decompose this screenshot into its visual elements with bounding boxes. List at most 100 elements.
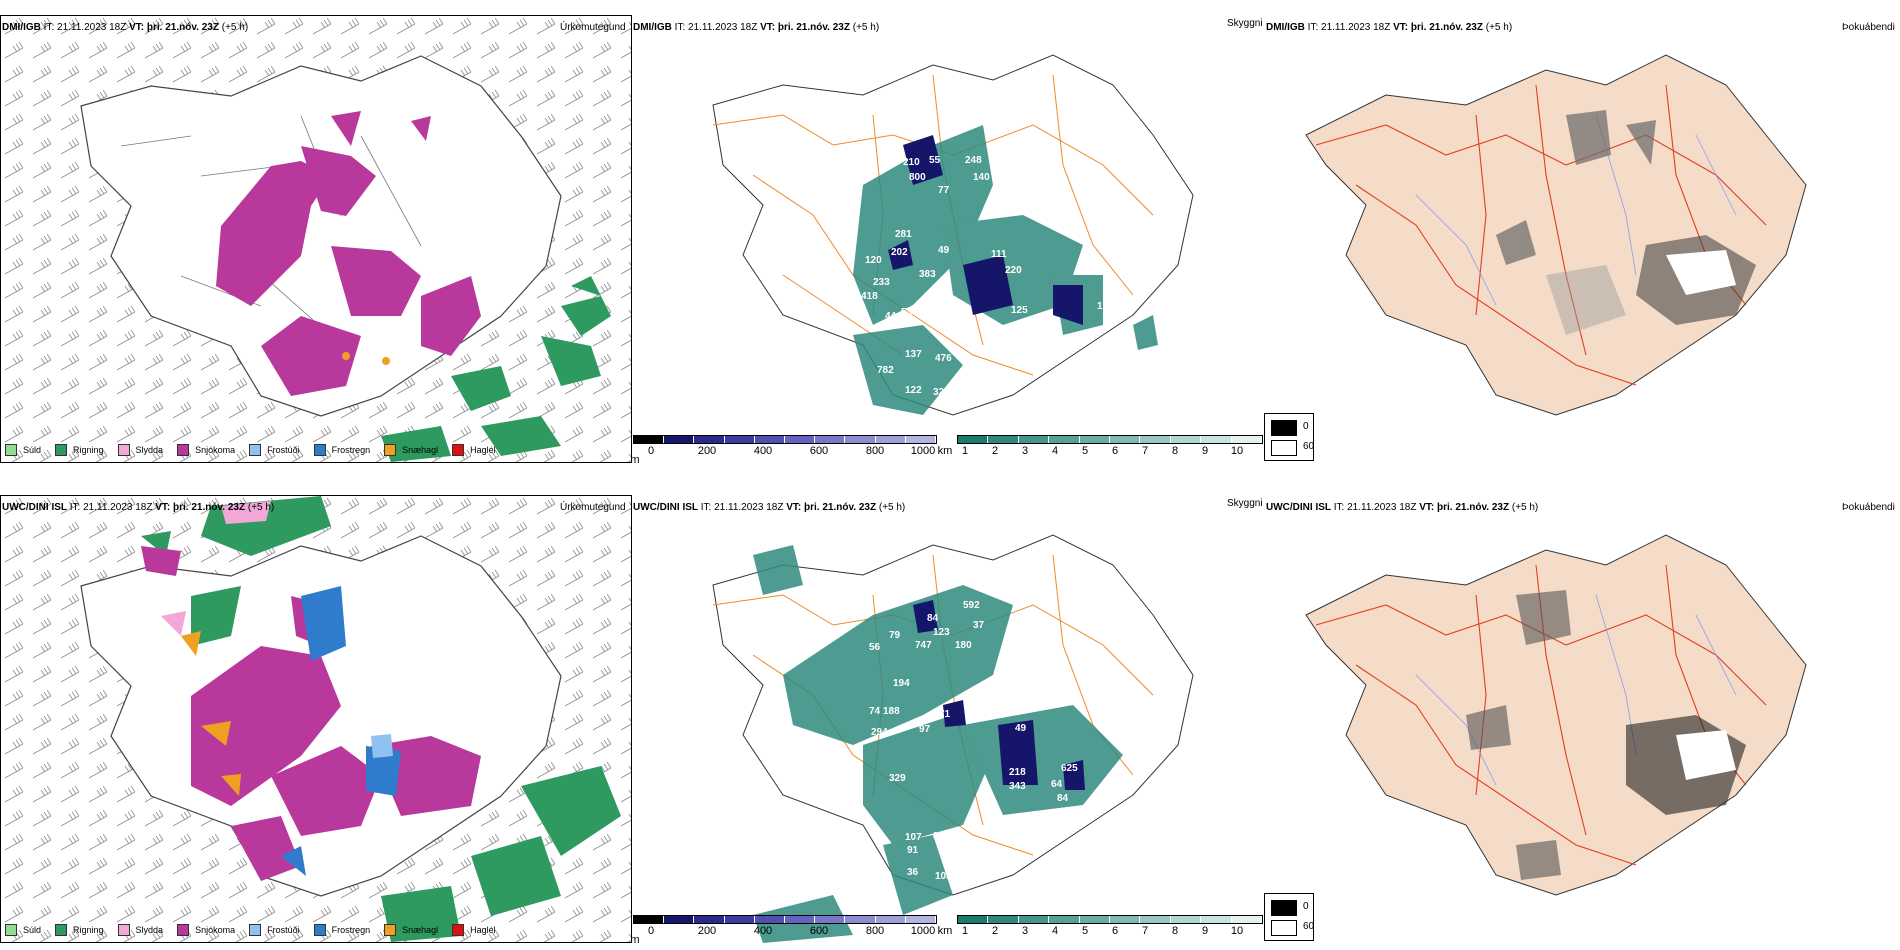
ceiling-label: 122 bbox=[905, 385, 922, 396]
legend-item-haglel: Haglél bbox=[452, 924, 496, 936]
ceiling-label: 44 bbox=[885, 311, 897, 322]
ceiling-label: 170 bbox=[1097, 301, 1114, 312]
title-fog-bottom: Þokuábendi bbox=[1842, 502, 1895, 513]
fog-map-bottom bbox=[1305, 534, 1807, 896]
ceiling-label: 220 bbox=[1005, 265, 1022, 276]
legend-item-frostudi: Frostúði bbox=[249, 924, 300, 936]
title-fog-top: Þokuábendi bbox=[1842, 22, 1895, 33]
ceiling-label: 64 bbox=[1051, 779, 1063, 790]
ceiling-label: 77 bbox=[938, 185, 950, 196]
title-precip-bottom: Úrkomutegund bbox=[560, 502, 626, 513]
ceiling-label: 79 bbox=[889, 630, 901, 641]
ceiling-label: 281 bbox=[895, 229, 912, 240]
ceiling-label: 476 bbox=[935, 353, 952, 364]
precip-panel-bottom: Súld Rigning Slydda Snjókoma Frostúði Fr… bbox=[0, 495, 632, 943]
ceiling-label: 210 bbox=[903, 157, 920, 168]
ceiling-label: 91 bbox=[907, 845, 919, 856]
legend-item-frostregn: Frostregn bbox=[313, 444, 370, 456]
fog-legend-top: 0 60 bbox=[1264, 413, 1314, 461]
ceiling-label: 103 bbox=[935, 871, 952, 882]
ceiling-label: 218 bbox=[1009, 767, 1026, 778]
ceiling-label: 55 bbox=[929, 155, 941, 166]
ceiling-label: 125 bbox=[1011, 305, 1028, 316]
ceiling-label: 747 bbox=[915, 640, 932, 651]
ceiling-label: 592 bbox=[963, 600, 980, 611]
legend-item-frostregn: Frostregn bbox=[313, 924, 370, 936]
fog-map-top bbox=[1305, 54, 1807, 416]
legend-item-snaehagl: Snæhagl bbox=[384, 924, 438, 936]
ceiling-label: 49 bbox=[938, 245, 950, 256]
ceiling-label: 248 bbox=[965, 155, 982, 166]
visibility-map-bottom: 592 84 123 747 180 56 79 37 194 71 105 7… bbox=[712, 534, 1194, 943]
ceiling-colorbar-cells bbox=[633, 435, 937, 444]
ceiling-label: 49 bbox=[1015, 723, 1027, 734]
precip-map-top bbox=[1, 16, 631, 462]
header-precip-bottom: UWC/DINI ISL IT: 21.11.2023 18Z VT: þri.… bbox=[2, 502, 275, 513]
legend-item-frostudi: Frostúði bbox=[249, 444, 300, 456]
ceiling-label: 84 bbox=[1057, 793, 1069, 804]
title-visibility-top: Skyggni bbox=[1227, 18, 1263, 29]
ceiling-label: 782 bbox=[877, 365, 894, 376]
ceiling-label: 111 bbox=[991, 249, 1007, 260]
ceiling-label: 105 bbox=[991, 709, 1008, 720]
visibility-colorbar-bottom: km 1 2 3 4 5 6 7 8 9 10 bbox=[937, 915, 1263, 937]
legend-item-slydda: Slydda bbox=[117, 924, 163, 936]
header-fog-bottom: UWC/DINI ISL IT: 21.11.2023 18Z VT: þri.… bbox=[1266, 502, 1539, 513]
ceiling-label: 294 bbox=[871, 727, 888, 738]
visibility-colorbar-cells bbox=[957, 435, 1263, 444]
ceiling-label: 140 bbox=[973, 172, 990, 183]
ceiling-label: 194 bbox=[893, 678, 910, 689]
ceiling-label: 120 bbox=[865, 255, 882, 266]
title-precip-top: Úrkomutegund bbox=[560, 22, 626, 33]
ceiling-label: 137 bbox=[905, 349, 922, 360]
visibility-colorbar-cells bbox=[957, 915, 1263, 924]
ceiling-label: 591 bbox=[937, 305, 954, 316]
ceiling-label: 800 bbox=[909, 172, 926, 183]
ceiling-colorbar-ticks: m 0 200 400 600 800 1000 bbox=[630, 445, 936, 466]
fog-panel-bottom bbox=[1266, 495, 1900, 943]
ceiling-label: 36 bbox=[907, 867, 919, 878]
visibility-panel-bottom: 592 84 123 747 180 56 79 37 194 71 105 7… bbox=[633, 495, 1263, 943]
fog-legend-bottom: 0 60 bbox=[1264, 893, 1314, 941]
precip-map-bottom bbox=[1, 496, 631, 942]
visibility-colorbar-ticks: km 1 2 3 4 5 6 7 8 9 10 bbox=[937, 925, 1244, 937]
ceiling-colorbar-top: m 0 200 400 600 800 1000 bbox=[630, 435, 937, 466]
precip-legend-top: Súld Rigning Slydda Snjókoma Frostúði Fr… bbox=[5, 444, 496, 456]
ceiling-label: 123 bbox=[933, 627, 950, 638]
ceiling-label: 233 bbox=[873, 277, 890, 288]
ceiling-label: 37 bbox=[973, 620, 985, 631]
visibility-map-top: 210 55 248 800 77 140 281 202 49 111 120… bbox=[712, 54, 1194, 416]
title-visibility-bottom: Skyggni bbox=[1227, 498, 1263, 509]
ceiling-label: 26 bbox=[1065, 333, 1077, 344]
header-precip-top: DMI/IGB IT: 21.11.2023 18Z VT: þri. 21.n… bbox=[2, 22, 249, 33]
legend-item-snaehagl: Snæhagl bbox=[384, 444, 438, 456]
legend-item-sold: Súld bbox=[5, 924, 41, 936]
ceiling-label: 97 bbox=[919, 724, 931, 735]
legend-item-slydda: Slydda bbox=[117, 444, 163, 456]
ceiling-colorbar-ticks: m 0 200 400 600 800 1000 bbox=[630, 925, 936, 946]
ceiling-label: 74 bbox=[869, 706, 881, 717]
ceiling-colorbar-bottom: m 0 200 400 600 800 1000 bbox=[630, 915, 937, 946]
legend-item-snjokoma: Snjókoma bbox=[177, 444, 235, 456]
ceiling-label: 180 bbox=[955, 640, 972, 651]
ceiling-label: 202 bbox=[891, 247, 908, 258]
ceiling-label: 32 bbox=[933, 387, 945, 398]
legend-item-rigning: Rigning bbox=[55, 924, 104, 936]
ceiling-label: 107 bbox=[905, 832, 922, 843]
header-fog-top: DMI/IGB IT: 21.11.2023 18Z VT: þri. 21.n… bbox=[1266, 22, 1513, 33]
ceiling-label: 383 bbox=[919, 269, 936, 280]
legend-item-haglel: Haglél bbox=[452, 444, 496, 456]
visibility-panel-top: 210 55 248 800 77 140 281 202 49 111 120… bbox=[633, 15, 1263, 463]
ceiling-label: 56 bbox=[869, 642, 881, 653]
ceiling-label: 418 bbox=[861, 291, 878, 302]
visibility-colorbar-top: km 1 2 3 4 5 6 7 8 9 10 bbox=[938, 435, 1263, 457]
fog-panel-top bbox=[1266, 15, 1900, 463]
precip-legend-bottom: Súld Rigning Slydda Snjókoma Frostúði Fr… bbox=[5, 924, 496, 936]
ceiling-label: 329 bbox=[889, 773, 906, 784]
legend-item-sold: Súld bbox=[5, 444, 41, 456]
header-visibility-bottom: UWC/DINI ISL IT: 21.11.2023 18Z VT: þri.… bbox=[633, 502, 906, 513]
ceiling-label: 188 bbox=[883, 706, 900, 717]
ceiling-label: 530 bbox=[901, 307, 918, 318]
ceiling-label: 625 bbox=[1061, 763, 1078, 774]
header-visibility-top: DMI/IGB IT: 21.11.2023 18Z VT: þri. 21.n… bbox=[633, 22, 880, 33]
